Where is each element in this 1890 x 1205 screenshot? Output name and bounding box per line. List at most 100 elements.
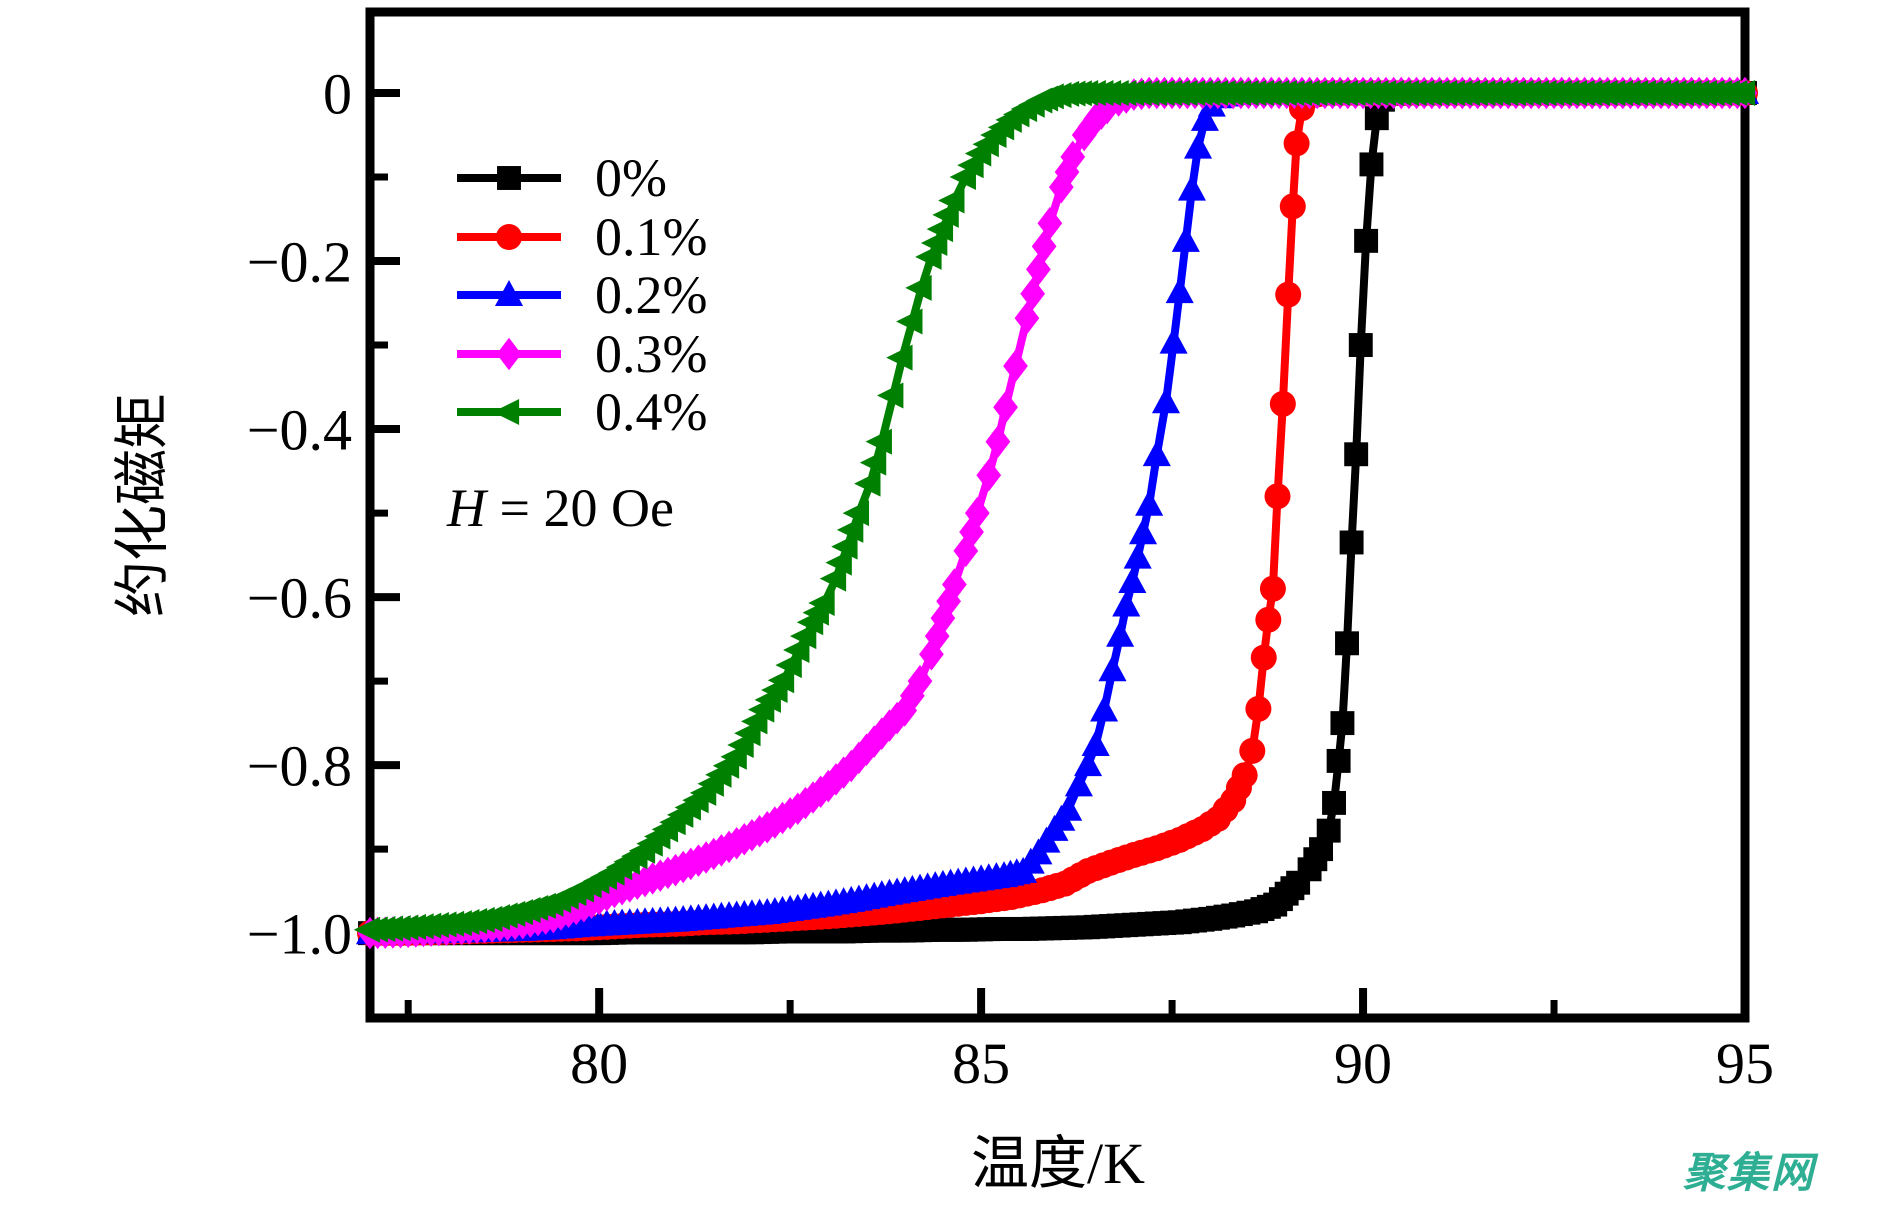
triangle-left-marker bbox=[926, 216, 954, 243]
triangle-left-marker bbox=[819, 565, 847, 592]
triangle-up-marker bbox=[1081, 730, 1110, 757]
triangle-up-marker bbox=[1098, 655, 1127, 682]
triangle-left-marker bbox=[767, 667, 795, 694]
diamond-marker bbox=[1003, 349, 1028, 383]
diamond-marker bbox=[936, 585, 961, 618]
diamond-marker bbox=[869, 717, 895, 750]
square-marker bbox=[1359, 152, 1384, 177]
y-tick-label-−1.0: −1.0 bbox=[247, 901, 352, 966]
triangle-left-marker bbox=[905, 274, 932, 301]
square-marker bbox=[1364, 106, 1389, 131]
triangle-up-marker bbox=[1090, 695, 1119, 722]
circle-marker bbox=[1279, 193, 1306, 220]
square-marker bbox=[1326, 748, 1351, 773]
legend-item: 0% bbox=[455, 148, 707, 209]
square-marker bbox=[1335, 631, 1359, 656]
triangle-up-marker bbox=[1123, 542, 1152, 569]
x-tick-label-95: 95 bbox=[1716, 1031, 1774, 1096]
triangle-left-marker bbox=[825, 549, 852, 576]
x-tick-label-90: 90 bbox=[1334, 1031, 1392, 1096]
circle-marker bbox=[1245, 695, 1272, 722]
circle-marker bbox=[1283, 130, 1310, 157]
triangle-up-marker bbox=[1106, 620, 1135, 647]
legend-item: 0.2% bbox=[455, 265, 708, 326]
legend: 0% 0.1% 0.2% 0.3% 0.4% bbox=[455, 148, 708, 442]
triangle-up-marker bbox=[494, 280, 524, 307]
circle-marker bbox=[1239, 737, 1266, 764]
diamond-marker bbox=[976, 459, 1002, 492]
triangle-up-marker bbox=[1151, 387, 1181, 414]
triangle-up-marker bbox=[1177, 174, 1206, 201]
square-marker bbox=[1339, 530, 1364, 555]
circle-marker bbox=[1264, 483, 1291, 510]
diamond-marker bbox=[1020, 277, 1046, 311]
triangle-left-marker bbox=[877, 382, 904, 409]
legend-sample-4-icon bbox=[457, 399, 561, 426]
triangle-left-marker bbox=[896, 308, 923, 335]
square-marker bbox=[1354, 228, 1379, 253]
circle-marker bbox=[1250, 644, 1277, 671]
triangle-up-marker bbox=[1165, 277, 1194, 304]
legend-sample-0-icon bbox=[457, 166, 561, 191]
diamond-marker bbox=[1060, 140, 1086, 174]
diamond-marker bbox=[900, 679, 925, 713]
triangle-up-marker bbox=[1064, 770, 1093, 797]
x-axis-title: 温度/K bbox=[970, 1131, 1146, 1196]
diamond-marker bbox=[884, 701, 910, 735]
square-marker bbox=[1309, 837, 1334, 862]
field-annotation: H = 20 Oe bbox=[447, 477, 674, 539]
triangle-up-marker bbox=[1074, 750, 1103, 777]
circle-marker bbox=[1255, 606, 1282, 633]
triangle-left-marker bbox=[886, 344, 913, 371]
legend-item: 0.1% bbox=[455, 206, 708, 267]
triangle-up-marker bbox=[1184, 132, 1213, 159]
triangle-up-marker bbox=[1171, 225, 1200, 252]
triangle-up-marker bbox=[1190, 104, 1219, 131]
circle-marker bbox=[1269, 390, 1296, 417]
y-tick-label-−0.8: −0.8 bbox=[247, 733, 352, 798]
diamond-marker bbox=[1054, 155, 1080, 189]
diamond-marker bbox=[964, 496, 990, 530]
square-marker bbox=[1316, 818, 1341, 843]
triangle-left-marker bbox=[783, 637, 810, 664]
diamond-marker bbox=[953, 534, 979, 568]
triangle-left-marker bbox=[932, 201, 959, 228]
diamond-marker bbox=[1037, 206, 1063, 240]
legend-item: 0.4% bbox=[455, 382, 707, 442]
triangle-up-marker bbox=[1135, 489, 1164, 516]
diamond-marker bbox=[496, 337, 522, 370]
triangle-up-marker bbox=[1142, 440, 1171, 467]
y-axis-title: 约化磁矩 bbox=[112, 393, 175, 617]
legend-label: 0.2% bbox=[595, 265, 708, 326]
legend-item: 0.3% bbox=[455, 324, 707, 384]
legend-sample-2-icon bbox=[457, 280, 561, 307]
triangle-left-marker bbox=[808, 589, 835, 616]
square-marker bbox=[1348, 333, 1373, 357]
triangle-left-marker bbox=[831, 533, 858, 560]
diamond-marker bbox=[831, 756, 856, 789]
diamond-marker bbox=[993, 390, 1018, 424]
triangle-up-marker bbox=[1129, 518, 1158, 545]
triangle-left-marker bbox=[854, 470, 881, 497]
x-tick-label-85: 85 bbox=[952, 1031, 1010, 1096]
legend-sample-1-icon bbox=[457, 223, 561, 250]
legend-label: 0% bbox=[595, 148, 667, 209]
y-tick-label-−0.6: −0.6 bbox=[247, 565, 352, 630]
triangle-left-marker bbox=[836, 516, 864, 543]
diamond-marker bbox=[985, 425, 1011, 458]
diamond-marker bbox=[854, 733, 879, 766]
triangle-left-marker bbox=[842, 500, 870, 527]
diamond-marker bbox=[1014, 301, 1040, 335]
field-value: = 20 Oe bbox=[486, 478, 674, 538]
y-tick-label-−0.2: −0.2 bbox=[247, 229, 352, 294]
square-marker bbox=[497, 166, 521, 191]
legend-label: 0.1% bbox=[595, 206, 708, 267]
triangle-up-marker bbox=[1118, 567, 1147, 594]
triangle-left-marker bbox=[1728, 79, 1756, 106]
triangle-up-marker bbox=[1112, 590, 1141, 617]
triangle-left-marker bbox=[920, 229, 948, 256]
triangle-left-marker bbox=[938, 187, 965, 214]
triangle-up-marker bbox=[1159, 327, 1188, 354]
